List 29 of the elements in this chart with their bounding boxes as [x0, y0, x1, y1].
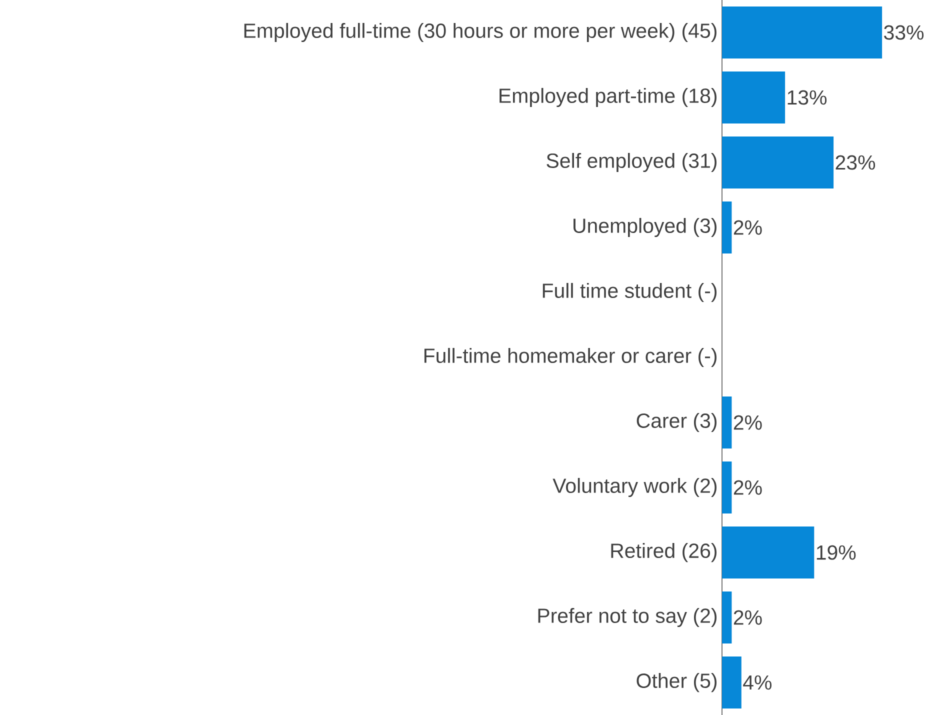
y-tick-label: Prefer not to say (2) [538, 608, 717, 628]
y-tick-label: Carer (3) [636, 412, 717, 432]
data-label: 4% [743, 675, 772, 690]
y-tick-label: Full-time homemaker or carer (-) [424, 348, 716, 368]
bar [722, 72, 786, 124]
bar [722, 462, 732, 514]
bar [722, 202, 732, 254]
data-label: 33% [884, 25, 924, 40]
data-label: 23% [836, 155, 876, 170]
y-tick-label: Retired (26) [611, 542, 716, 562]
data-label: 19% [816, 545, 856, 560]
data-label: 2% [734, 415, 762, 430]
bar [722, 592, 732, 644]
data-label: 2% [734, 480, 762, 495]
y-tick-label: Self employed (31) [546, 152, 716, 172]
data-label: 2% [734, 220, 762, 235]
y-tick-label: Unemployed (3) [574, 218, 716, 238]
y-tick-label: Voluntary work (2) [552, 478, 717, 498]
bar [722, 526, 814, 579]
bar [722, 136, 834, 189]
bar [722, 656, 742, 709]
bar [722, 396, 732, 449]
data-label: 2% [734, 610, 762, 625]
data-label: 13% [788, 90, 827, 105]
y-tick-label: Full time student (-) [542, 282, 717, 302]
y-tick-label: Employed part-time (18) [500, 88, 716, 108]
bar [722, 6, 882, 58]
y-tick-label: Employed full-time (30 hours or more per week) (45) [244, 22, 716, 42]
y-tick-label: Other (5) [636, 672, 717, 692]
